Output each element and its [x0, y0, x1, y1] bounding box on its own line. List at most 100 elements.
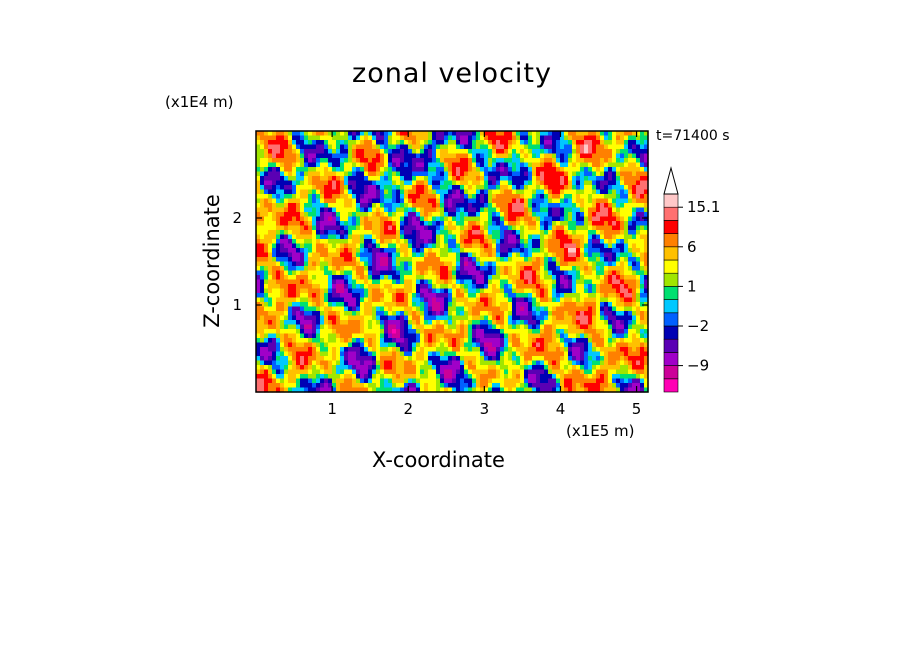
field-cell — [416, 342, 421, 348]
field-cell — [572, 324, 577, 330]
field-cell — [324, 167, 329, 173]
field-cell — [456, 320, 461, 326]
field-cell — [284, 306, 289, 312]
field-cell — [336, 176, 341, 182]
field-cell — [300, 194, 305, 200]
field-cell — [348, 320, 353, 326]
field-cell — [304, 144, 309, 150]
field-cell — [372, 311, 377, 317]
field-cell — [396, 167, 401, 173]
field-cell — [424, 185, 429, 191]
field-cell — [560, 365, 565, 371]
field-cell — [468, 153, 473, 159]
field-cell — [524, 198, 529, 204]
field-cell — [412, 243, 417, 249]
field-cell — [388, 369, 393, 375]
field-cell — [328, 297, 333, 303]
field-cell — [416, 279, 421, 285]
field-cell — [364, 374, 369, 380]
field-cell — [392, 131, 397, 137]
field-cell — [484, 320, 489, 326]
field-cell — [352, 275, 357, 281]
field-cell — [400, 275, 405, 281]
field-cell — [276, 203, 281, 209]
field-cell — [324, 171, 329, 177]
field-cell — [472, 284, 477, 290]
field-cell — [368, 171, 373, 177]
field-cell — [296, 198, 301, 204]
field-cell — [552, 239, 557, 245]
field-cell — [548, 207, 553, 213]
field-cell — [304, 311, 309, 317]
field-cell — [344, 198, 349, 204]
field-cell — [500, 284, 505, 290]
field-cell — [592, 333, 597, 339]
field-cell — [496, 167, 501, 173]
field-cell — [556, 315, 561, 321]
field-cell — [492, 365, 497, 371]
field-cell — [400, 333, 405, 339]
field-cell — [576, 243, 581, 249]
field-cell — [520, 257, 525, 263]
field-cell — [568, 275, 573, 281]
field-cell — [524, 293, 529, 299]
field-cell — [540, 369, 545, 375]
field-cell — [368, 131, 373, 137]
field-cell — [452, 194, 457, 200]
field-cell — [388, 212, 393, 218]
field-cell — [460, 234, 465, 240]
field-cell — [372, 207, 377, 213]
field-cell — [316, 167, 321, 173]
field-cell — [416, 306, 421, 312]
field-cell — [480, 243, 485, 249]
field-cell — [292, 275, 297, 281]
field-cell — [268, 383, 273, 389]
field-cell — [584, 198, 589, 204]
field-cell — [444, 207, 449, 213]
field-cell — [404, 365, 409, 371]
field-cell — [544, 239, 549, 245]
field-cell — [464, 189, 469, 195]
field-cell — [264, 315, 269, 321]
field-cell — [312, 153, 317, 159]
field-cell — [324, 194, 329, 200]
field-cell — [544, 284, 549, 290]
field-cell — [376, 261, 381, 267]
field-cell — [256, 333, 261, 339]
field-cell — [596, 194, 601, 200]
field-cell — [580, 149, 585, 155]
field-cell — [360, 221, 365, 227]
field-cell — [368, 257, 373, 263]
field-cell — [536, 356, 541, 362]
field-cell — [424, 140, 429, 146]
field-cell — [468, 279, 473, 285]
field-cell — [476, 360, 481, 366]
field-cell — [472, 149, 477, 155]
field-cell — [340, 171, 345, 177]
field-cell — [324, 257, 329, 263]
field-cell — [380, 320, 385, 326]
field-cell — [328, 135, 333, 141]
field-cell — [428, 153, 433, 159]
field-cell — [288, 360, 293, 366]
field-cell — [576, 374, 581, 380]
field-cell — [400, 239, 405, 245]
field-cell — [456, 194, 461, 200]
field-cell — [260, 158, 265, 164]
field-cell — [436, 306, 441, 312]
field-cell — [280, 185, 285, 191]
field-cell — [292, 234, 297, 240]
field-cell — [588, 131, 593, 137]
field-cell — [360, 185, 365, 191]
field-cell — [592, 230, 597, 236]
field-cell — [344, 293, 349, 299]
field-cell — [308, 212, 313, 218]
field-cell — [524, 288, 529, 294]
field-cell — [268, 365, 273, 371]
field-cell — [256, 365, 261, 371]
field-cell — [412, 207, 417, 213]
field-cell — [492, 243, 497, 249]
field-cell — [444, 275, 449, 281]
field-cell — [268, 198, 273, 204]
field-cell — [272, 315, 277, 321]
